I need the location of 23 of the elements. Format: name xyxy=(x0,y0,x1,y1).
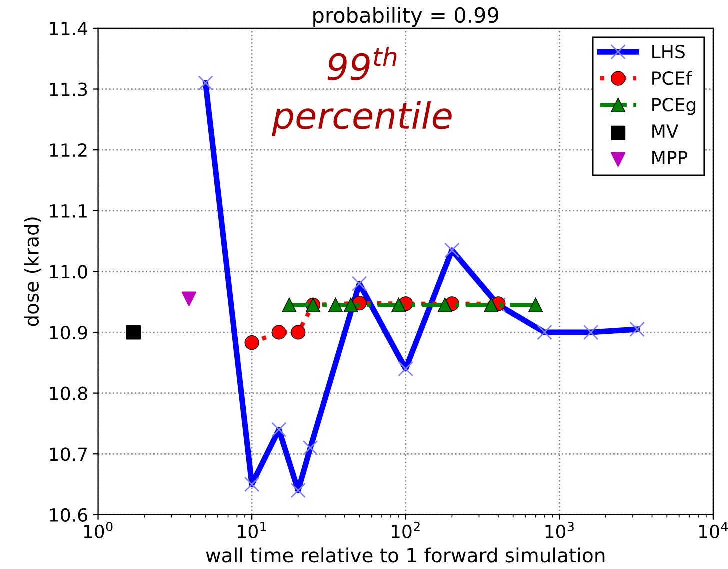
y-tick-label: 11.0 xyxy=(50,265,88,279)
legend-label: MPP xyxy=(652,151,688,164)
chart-title: probability = 0.99 xyxy=(314,7,499,28)
y-tick-label: 11.2 xyxy=(50,144,87,157)
y-tick-label: 10.9 xyxy=(50,326,88,340)
legend-label: LHS xyxy=(652,45,685,59)
x-tick-label: 10$^{0}$ xyxy=(84,522,113,539)
legend-label: PCEg xyxy=(652,98,696,116)
y-axis-title: dose (krad) xyxy=(24,218,42,326)
x-axis-title: wall time relative to 1 forward simulation xyxy=(206,548,605,563)
x-tick-label: 10$^{2}$ xyxy=(392,522,420,539)
x-tick-label: 10$^{1}$ xyxy=(238,522,266,539)
text: 99$^{th}$ percentile xyxy=(272,46,452,136)
y-tick-label: 10.7 xyxy=(50,448,88,462)
x-tick-label: 10$^{4}$ xyxy=(700,522,728,539)
x-tick-label: 10$^{3}$ xyxy=(546,522,574,539)
y-tick-label: 10.6 xyxy=(50,508,88,522)
legend-label: MV xyxy=(652,124,679,138)
y-tick-label: 11.3 xyxy=(50,82,88,96)
y-tick-label: 10.8 xyxy=(50,386,88,400)
y-tick-label: 11.1 xyxy=(50,204,87,218)
legend-label: PCEf xyxy=(652,71,692,86)
y-tick-label: 11.4 xyxy=(50,22,88,36)
